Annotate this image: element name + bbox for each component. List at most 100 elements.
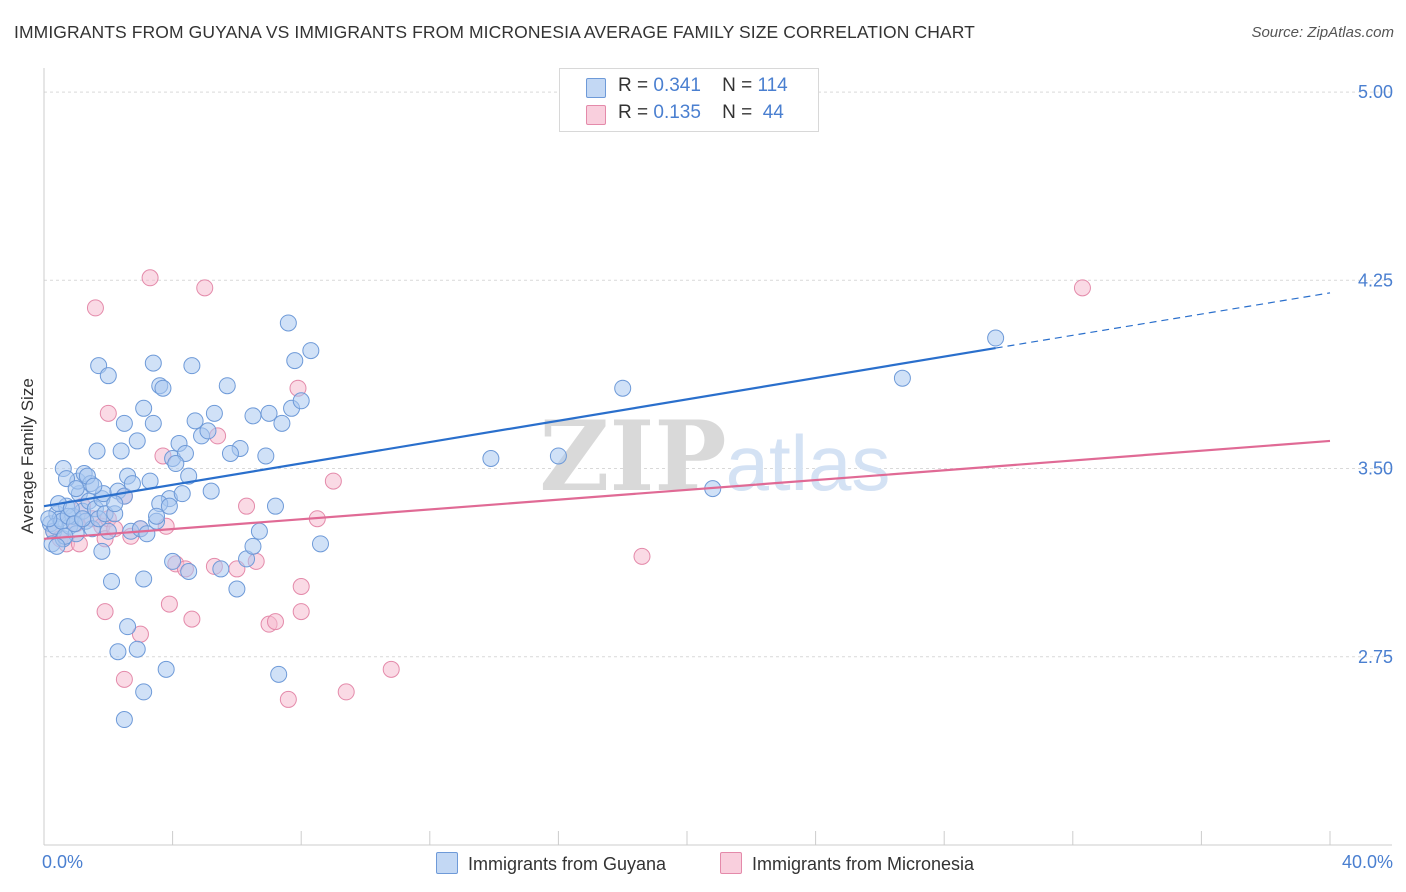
data-point-micronesia <box>266 613 284 631</box>
data-point-guyana <box>199 422 217 440</box>
trend-line-guyana-extension <box>995 292 1331 349</box>
legend-r-value: 0.135 <box>653 102 701 123</box>
data-point-guyana <box>186 412 204 430</box>
data-point-micronesia <box>196 279 214 297</box>
data-point-micronesia <box>96 603 114 621</box>
data-point-guyana <box>109 643 127 661</box>
data-point-guyana <box>74 510 92 528</box>
data-point-micronesia <box>86 299 104 317</box>
gridlines <box>44 91 1392 658</box>
data-point-guyana <box>257 447 275 465</box>
data-point-guyana <box>180 467 198 485</box>
data-point-guyana <box>183 357 201 375</box>
watermark: ZIP atlas <box>539 400 890 513</box>
data-point-micronesia <box>324 472 342 490</box>
bottom-legend-label-guyana: Immigrants from Guyana <box>468 854 667 874</box>
data-point-guyana <box>250 522 268 540</box>
data-point-guyana <box>135 399 153 417</box>
source-label: Source: ZipAtlas.com <box>1251 24 1394 41</box>
data-point-guyana <box>67 480 85 498</box>
data-point-micronesia <box>115 670 133 688</box>
data-point-guyana <box>48 537 66 555</box>
data-point-micronesia <box>160 595 178 613</box>
data-point-guyana <box>273 414 291 432</box>
data-point-guyana <box>148 507 166 525</box>
legend-r-label: R = <box>618 75 649 96</box>
trend-line-micronesia <box>43 439 1331 540</box>
axes <box>43 68 1392 846</box>
data-point-guyana <box>160 497 178 515</box>
data-point-guyana <box>987 329 1005 347</box>
y-tick-label: 3.50 <box>1358 459 1393 479</box>
bottom-legend-guyana: Immigrants from Guyana <box>436 852 666 875</box>
data-point-guyana <box>99 367 117 385</box>
y-tick-label: 2.75 <box>1358 647 1393 667</box>
data-point-guyana <box>260 404 278 422</box>
bottom-legend-swatch-guyana <box>436 852 458 874</box>
trend-lines <box>43 292 1331 540</box>
bottom-legend-swatch-micronesia <box>720 852 742 874</box>
legend-r-value: 0.341 <box>653 75 701 96</box>
watermark-zip: ZIP <box>539 400 726 513</box>
legend-n-value: 114 <box>757 75 788 96</box>
data-point-guyana <box>135 683 153 701</box>
bottom-legend-micronesia: Immigrants from Micronesia <box>720 852 974 875</box>
data-point-guyana <box>144 414 162 432</box>
data-point-guyana <box>614 379 632 397</box>
data-point-micronesia <box>337 683 355 701</box>
data-point-guyana <box>205 404 223 422</box>
y-tick-label: 5.00 <box>1358 82 1393 102</box>
data-point-micronesia <box>382 660 400 678</box>
data-point-micronesia <box>279 690 297 708</box>
data-point-guyana <box>164 552 182 570</box>
data-point-guyana <box>112 442 130 460</box>
data-point-micronesia <box>292 577 310 595</box>
y-axis-label: Average Family Size <box>18 378 37 534</box>
data-point-guyana <box>167 455 185 473</box>
data-point-guyana <box>115 711 133 729</box>
bottom-legend-label-micronesia: Immigrants from Micronesia <box>752 854 975 874</box>
data-point-micronesia <box>183 610 201 628</box>
legend-swatch-guyana <box>586 78 606 98</box>
data-point-micronesia <box>292 603 310 621</box>
data-point-guyana <box>202 482 220 500</box>
data-point-micronesia <box>1073 279 1091 297</box>
legend: R = 0.341 N = 114 R = 0.135 N = 44 <box>559 68 819 132</box>
data-point-guyana <box>85 477 103 495</box>
legend-n-label: N = <box>722 75 753 96</box>
data-point-guyana <box>212 560 230 578</box>
data-point-guyana <box>103 572 121 590</box>
data-point-guyana <box>270 665 288 683</box>
data-point-guyana <box>128 432 146 450</box>
data-point-guyana <box>279 314 297 332</box>
data-point-guyana <box>228 580 246 598</box>
data-point-guyana <box>115 414 133 432</box>
data-point-guyana <box>128 640 146 658</box>
x-tick-label-min: 0.0% <box>42 852 84 872</box>
data-point-guyana <box>311 535 329 553</box>
data-point-guyana <box>218 377 236 395</box>
legend-r-label: R = <box>618 102 649 123</box>
data-point-micronesia <box>99 404 117 422</box>
legend-n-value: 44 <box>762 102 784 123</box>
data-point-guyana <box>93 542 111 560</box>
data-point-guyana <box>180 562 198 580</box>
data-point-guyana <box>286 352 304 370</box>
y-tick-labels: 2.75 3.50 4.25 5.00 <box>1358 82 1393 667</box>
data-point-guyana <box>119 618 137 636</box>
data-point-guyana <box>482 450 500 467</box>
data-point-guyana <box>106 495 124 513</box>
data-point-guyana <box>154 379 172 397</box>
data-point-guyana <box>40 510 58 528</box>
data-point-micronesia <box>238 497 256 515</box>
data-point-guyana <box>292 392 310 410</box>
data-point-guyana <box>99 522 117 540</box>
legend-n-label: N = <box>722 102 753 123</box>
trend-line-guyana <box>43 346 996 508</box>
data-point-guyana <box>173 485 191 503</box>
data-point-guyana <box>157 660 175 678</box>
data-point-guyana <box>138 525 156 543</box>
guyana-points <box>40 314 1005 729</box>
data-point-guyana <box>244 537 262 555</box>
